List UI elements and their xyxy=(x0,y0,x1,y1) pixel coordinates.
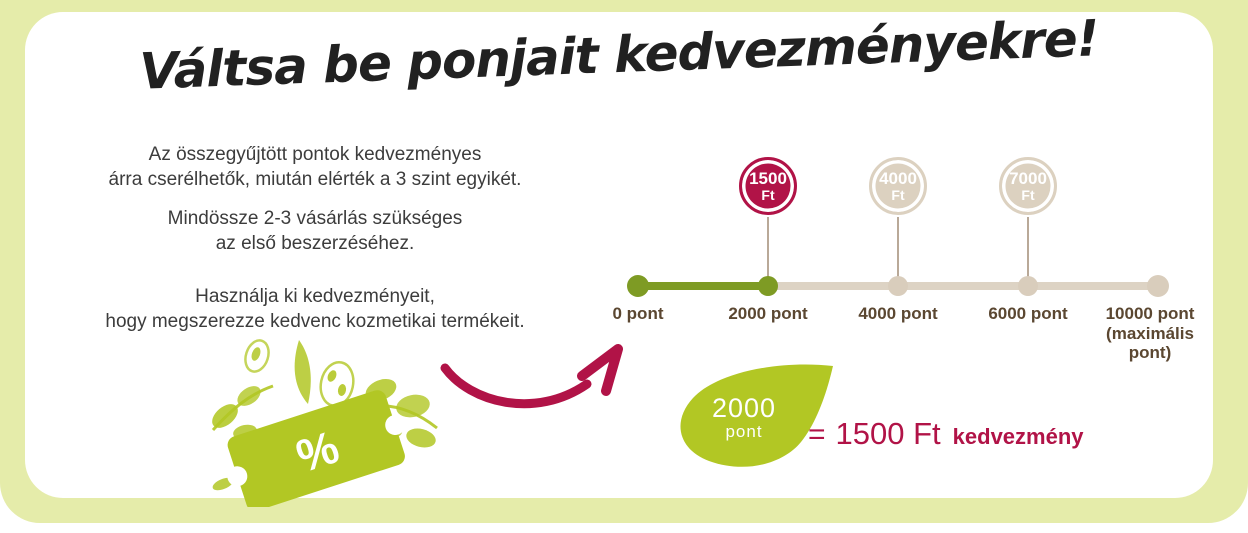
leaf-shape-icon xyxy=(680,364,833,467)
discount-badge-1500ft: 1500 Ft xyxy=(739,157,797,215)
milestone-label-10000: 10000 pont (maximális pont) xyxy=(1105,304,1195,363)
discount-equation: = 1500 Ft kedvezmény xyxy=(808,416,1084,452)
milestone-label-2000: 2000 pont xyxy=(728,304,808,323)
points-leaf: 2000 pont xyxy=(675,364,835,470)
intro-paragraph-2: Mindössze 2-3 vásárlás szükséges az első… xyxy=(167,208,463,255)
leaf-points-unit: pont xyxy=(725,422,763,442)
coupon-leaves-illustration: % xyxy=(211,339,438,507)
milestone-label-6000: 6000 pont xyxy=(988,304,1068,323)
leaf-points-text: 2000 pont xyxy=(689,393,799,442)
intro-paragraph-1: Az összegyűjtött pontok kedvezményes árr… xyxy=(108,144,522,191)
discount-amount: 1500 Ft xyxy=(835,416,941,451)
intro-paragraph-3: Használja ki kedvezményeit, hogy megszer… xyxy=(105,286,525,333)
badge-value: 7000 xyxy=(1009,169,1047,189)
badge-stem-1 xyxy=(767,217,769,277)
badge-unit: Ft xyxy=(1021,186,1035,203)
discount-badge-7000ft: 7000 Ft xyxy=(999,157,1057,215)
percent-coupon: % xyxy=(227,390,406,507)
milestone-label-0: 0 pont xyxy=(612,304,664,323)
badge-unit: Ft xyxy=(891,186,905,203)
timeline-dot-6000 xyxy=(1018,276,1038,296)
timeline-dot-10000 xyxy=(1147,275,1169,297)
intro-text-block: Az összegyűjtött pontok kedvezményes árr… xyxy=(65,142,565,334)
curved-arrow-icon xyxy=(440,344,623,409)
timeline-track-earned xyxy=(638,282,768,290)
badge-stem-2 xyxy=(897,217,899,277)
badge-unit: Ft xyxy=(761,186,775,203)
badge-stem-3 xyxy=(1027,217,1029,277)
badge-value: 4000 xyxy=(879,169,917,189)
timeline-dot-4000 xyxy=(888,276,908,296)
leaf-points-value: 2000 xyxy=(711,393,777,423)
milestone-label-4000: 4000 pont xyxy=(858,304,938,323)
discount-badge-4000ft: 4000 Ft xyxy=(869,157,927,215)
timeline-dot-0 xyxy=(627,275,649,297)
badge-value: 1500 xyxy=(749,169,787,189)
leaf-sprigs-decoration xyxy=(211,339,438,491)
timeline-dot-2000 xyxy=(758,276,778,296)
equals-sign: = xyxy=(808,418,826,451)
discount-suffix: kedvezmény xyxy=(952,424,1084,449)
